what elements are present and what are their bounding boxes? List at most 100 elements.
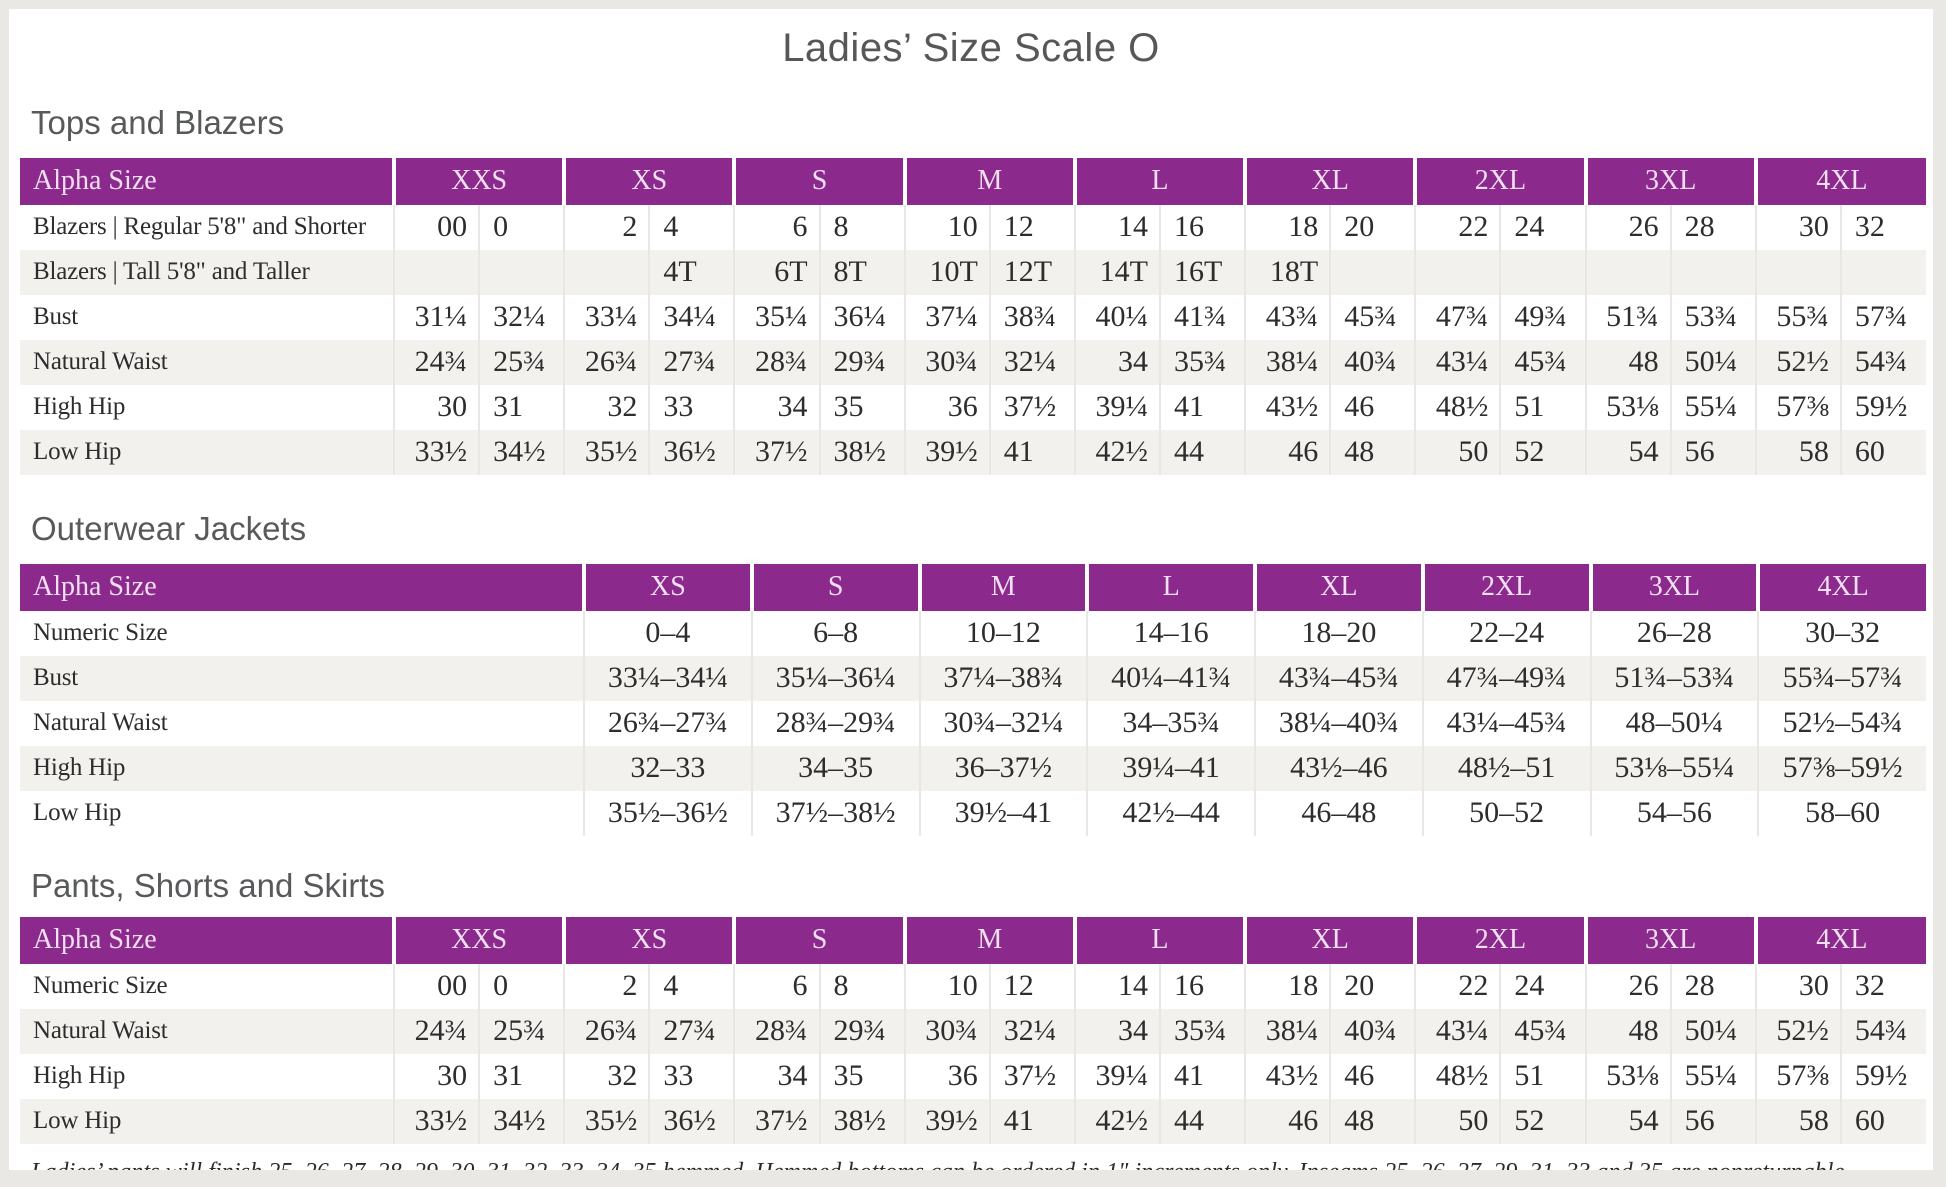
- size-value: 39½–41: [918, 790, 1088, 836]
- table-row: Bust 31¼ 32¼ 33¼ 34¼ 35¼ 36¼ 37¼ 38¾ 40¼ 41¾ 43¾ 45¾…: [20, 294, 1926, 340]
- size-value: 45¾: [1329, 294, 1416, 340]
- size-value: 12: [988, 963, 1075, 1009]
- size-value: 30–32: [1757, 610, 1926, 656]
- size-value: 34¼: [648, 294, 735, 340]
- size-value: 33½: [392, 429, 480, 475]
- size-value: 30¾: [903, 1008, 990, 1054]
- size-value: 30: [392, 1053, 480, 1099]
- size-value: [563, 249, 650, 295]
- section-heading-outerwear-jackets: Outerwear Jackets: [31, 509, 307, 547]
- size-value: [1414, 249, 1501, 295]
- size-value: 54–56: [1589, 790, 1759, 836]
- size-value: 0: [478, 963, 565, 1009]
- size-value: 34: [733, 1053, 820, 1099]
- size-value: 42½–44: [1086, 790, 1255, 836]
- row-label: Low Hip: [33, 438, 122, 466]
- size-value: 37½: [988, 1053, 1075, 1099]
- size-value: 40¾: [1329, 1008, 1416, 1054]
- size-value: 56: [1669, 429, 1756, 475]
- header-size-l: L: [1085, 563, 1255, 611]
- size-value: 37½: [988, 384, 1075, 430]
- size-value: 48: [1584, 1008, 1671, 1054]
- row-label: Low Hip: [33, 1107, 122, 1135]
- size-value: 44: [1158, 1098, 1246, 1144]
- size-value: 32¼: [988, 1008, 1075, 1054]
- table-row: Numeric Size 0–4 6–8 10–12 14–16 18–20 22–24 26…: [20, 610, 1926, 656]
- size-value: 57⅜: [1754, 1053, 1841, 1099]
- header-size-s: S: [732, 157, 905, 205]
- size-value: 60: [1839, 1098, 1926, 1144]
- header-row: Alpha Size XXS XS S M L XL 2XL 3XL 4XL: [20, 157, 1926, 205]
- size-value: 4: [648, 204, 735, 250]
- size-value: 0: [478, 204, 565, 250]
- size-value: 54¾: [1839, 339, 1926, 385]
- size-value: 55¼: [1669, 1053, 1756, 1099]
- table-row: Low Hip 33½ 34½ 35½ 36½ 37½ 38½ 39½ 41 42½ 44 46 48 5…: [20, 1098, 1926, 1144]
- header-size-m: M: [917, 563, 1088, 611]
- size-value: 48–50¼: [1589, 700, 1759, 746]
- size-value: 48½–51: [1421, 745, 1591, 791]
- size-value: 48: [1329, 429, 1416, 475]
- size-value: 43¼: [1414, 1008, 1501, 1054]
- size-value: 41: [1158, 1053, 1246, 1099]
- size-value: 34: [733, 384, 820, 430]
- size-value: 10T: [903, 249, 990, 295]
- size-value: 2: [563, 963, 650, 1009]
- size-value: 6: [733, 963, 820, 1009]
- size-value: 14: [1073, 204, 1160, 250]
- size-value: 39½: [903, 429, 990, 475]
- size-value: 35¼–36¼: [750, 655, 920, 701]
- size-value: 35¾: [1158, 1008, 1246, 1054]
- size-value: 43¾: [1244, 294, 1331, 340]
- size-value: 40¼–41¾: [1086, 655, 1255, 701]
- size-value: 46–48: [1254, 790, 1423, 836]
- size-value: 24¾: [392, 339, 480, 385]
- size-value: 30¾: [903, 339, 990, 385]
- size-value: 26–28: [1589, 610, 1759, 656]
- header-size-4xl: 4XL: [1756, 563, 1926, 611]
- size-value: 12T: [988, 249, 1075, 295]
- row-label: Natural Waist: [33, 1017, 168, 1045]
- header-size-xxs: XXS: [391, 157, 565, 205]
- size-value: 30: [392, 384, 480, 430]
- size-value: 39¼: [1073, 1053, 1160, 1099]
- size-value: 30: [1754, 963, 1841, 1009]
- size-value: [478, 249, 565, 295]
- size-value: 26: [1584, 963, 1671, 1009]
- page-title: Ladies’ Size Scale O: [782, 26, 1160, 70]
- size-value: 26¾: [563, 1008, 650, 1054]
- size-value: 32–33: [583, 745, 752, 791]
- header-row: Alpha Size XS S M L XL 2XL 3XL 4XL: [20, 563, 1926, 611]
- row-label: Blazers | Tall 5'8" and Taller: [33, 258, 310, 286]
- row-label: Numeric Size: [33, 619, 168, 647]
- size-value: 10: [903, 963, 990, 1009]
- size-value: 28¾: [733, 1008, 820, 1054]
- header-size-s: S: [749, 563, 920, 611]
- header-size-xl: XL: [1243, 157, 1416, 205]
- size-value: 38½: [818, 429, 905, 475]
- size-value: 41: [1158, 384, 1246, 430]
- row-label: High Hip: [33, 754, 126, 782]
- size-value: 37½: [733, 1098, 820, 1144]
- size-value: 35: [818, 384, 905, 430]
- size-value: 31: [478, 1053, 565, 1099]
- row-label: Bust: [33, 303, 79, 331]
- size-value: 50: [1414, 429, 1501, 475]
- table-row: High Hip 30 31 32 33 34 35 36 37½ 39¼ 41 43½ 46 48½ 51…: [20, 1053, 1926, 1099]
- size-value: 20: [1329, 963, 1416, 1009]
- size-value: 37½: [733, 429, 820, 475]
- size-value: 24¾: [392, 1008, 480, 1054]
- size-value: 43¼–45¾: [1421, 700, 1591, 746]
- size-value: 44: [1158, 429, 1246, 475]
- size-value: 43½–46: [1254, 745, 1423, 791]
- size-value: 34: [1073, 339, 1160, 385]
- header-size-m: M: [902, 916, 1075, 964]
- table-row: Natural Waist 26¾–27¾ 28¾–29¾ 30¾–32¼ 34–35¾…: [20, 700, 1926, 746]
- size-value: 38¼: [1244, 1008, 1331, 1054]
- table-row: Bust 33¼–34¼ 35¼–36¼ 37¼–38¾ 40¼–41¾ 43¾–45¾ 4…: [20, 655, 1926, 701]
- size-value: 24: [1499, 204, 1586, 250]
- size-value: 29¾: [818, 339, 905, 385]
- table-row: High Hip 32–33 34–35 36–37½ 39¼–41 43½–46 48½–…: [20, 745, 1926, 791]
- size-value: 26: [1584, 204, 1671, 250]
- size-value: 43½: [1244, 1053, 1331, 1099]
